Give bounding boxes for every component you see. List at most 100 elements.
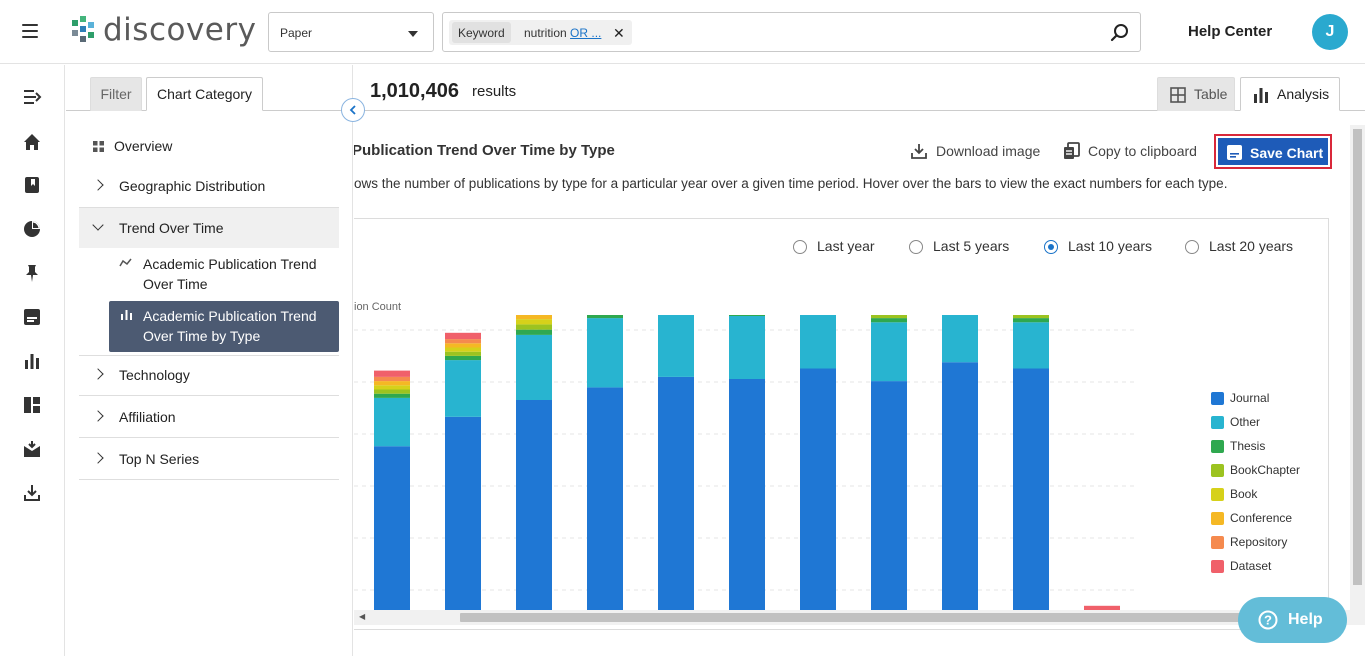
bar-segment-other[interactable]: [729, 316, 765, 379]
search-icon[interactable]: [1110, 23, 1130, 43]
bar-segment-dataset[interactable]: [374, 371, 410, 377]
nav-technology[interactable]: Technology: [79, 357, 339, 393]
bar-segment-conference[interactable]: [445, 343, 481, 347]
bar-segment-journal[interactable]: [374, 446, 410, 610]
inbox-icon[interactable]: [22, 439, 42, 459]
bookmark-icon[interactable]: [22, 175, 42, 195]
help-button[interactable]: ? Help: [1238, 597, 1347, 643]
bar-segment-journal[interactable]: [871, 381, 907, 610]
bar-segment-bookchapter[interactable]: [871, 315, 907, 318]
bar-segment-bookchapter[interactable]: [374, 390, 410, 394]
tab-chart-category[interactable]: Chart Category: [146, 77, 263, 111]
bar-segment-book[interactable]: [445, 348, 481, 352]
bar-segment-journal[interactable]: [445, 417, 481, 610]
bar-segment-other[interactable]: [871, 322, 907, 381]
bar-segment-other[interactable]: [374, 398, 410, 446]
bar-segment-other[interactable]: [516, 335, 552, 400]
nav-sub-publication-trend[interactable]: Academic Publication Trend Over Time: [109, 254, 339, 294]
radio-dot: [793, 240, 807, 254]
tab-table-label: Table: [1194, 86, 1227, 102]
bar-segment-thesis[interactable]: [516, 330, 552, 335]
nav-sub-publication-trend-by-type[interactable]: Academic Publication Trend Over Time by …: [109, 301, 339, 352]
bar-segment-journal[interactable]: [942, 362, 978, 610]
bar-segment-thesis[interactable]: [1013, 318, 1049, 322]
download-icon[interactable]: [22, 483, 42, 503]
bar-segment-other[interactable]: [658, 315, 694, 377]
bar-segment-journal[interactable]: [658, 377, 694, 610]
chevron-right-icon: [92, 179, 103, 190]
radio-last-5-label: Last 5 years: [933, 238, 1009, 254]
results-count: 1,010,406: [370, 80, 459, 103]
chip-more-link[interactable]: OR ...: [570, 26, 601, 40]
bar-segment-other[interactable]: [587, 318, 623, 387]
bar-segment-conference[interactable]: [516, 315, 552, 319]
home-icon[interactable]: [22, 132, 42, 152]
bar-segment-journal[interactable]: [729, 379, 765, 610]
pie-chart-icon[interactable]: [22, 219, 42, 239]
avatar[interactable]: J: [1312, 14, 1348, 50]
bar-segment-thesis[interactable]: [871, 318, 907, 322]
save-chart-button[interactable]: Save Chart: [1214, 134, 1332, 169]
nav-geographic-distribution[interactable]: Geographic Distribution: [79, 170, 339, 202]
search-input[interactable]: Keyword nutrition OR ... ✕: [442, 12, 1141, 52]
bar-segment-journal[interactable]: [516, 400, 552, 610]
tab-filter[interactable]: Filter: [90, 77, 142, 111]
nav-overview[interactable]: Overview: [79, 137, 339, 155]
nav-technology-label: Technology: [119, 367, 190, 383]
tab-analysis[interactable]: Analysis: [1240, 77, 1340, 111]
chevron-left-icon: [348, 105, 358, 115]
source-select[interactable]: Paper: [268, 12, 434, 52]
bar-segment-repository[interactable]: [445, 339, 481, 343]
bar-segment-bookchapter[interactable]: [445, 352, 481, 356]
save-icon[interactable]: [22, 307, 42, 327]
bar-segment-other[interactable]: [800, 315, 836, 369]
bar-segment-thesis[interactable]: [729, 315, 765, 316]
bar-segment-other[interactable]: [1013, 322, 1049, 368]
bar-segment-bookchapter[interactable]: [1013, 315, 1049, 318]
chevron-right-icon: [92, 410, 103, 421]
legend-label: Dataset: [1230, 559, 1271, 573]
bar-segment-bookchapter[interactable]: [516, 324, 552, 329]
help-center-link[interactable]: Help Center: [1188, 23, 1272, 40]
nav-trend-over-time[interactable]: Trend Over Time: [79, 208, 339, 248]
bar-segment-journal[interactable]: [1013, 369, 1049, 611]
horizontal-scrollbar[interactable]: ◀: [354, 610, 1365, 625]
vertical-scroll-thumb[interactable]: [1353, 129, 1362, 585]
legend-label: Journal: [1230, 391, 1269, 405]
icon-rail: [0, 65, 65, 656]
legend-swatch: [1211, 536, 1224, 549]
dashboard-icon[interactable]: [22, 395, 42, 415]
bar-segment-thesis[interactable]: [445, 356, 481, 360]
help-button-label: Help: [1288, 611, 1323, 629]
scroll-left-icon[interactable]: ◀: [359, 612, 365, 621]
vertical-scrollbar[interactable]: [1350, 125, 1365, 610]
collapse-panel-button[interactable]: [341, 98, 365, 122]
horizontal-scroll-thumb[interactable]: [460, 613, 1340, 622]
save-icon: [1227, 145, 1242, 160]
tab-analysis-label: Analysis: [1277, 86, 1329, 102]
source-select-value: Paper: [280, 26, 312, 40]
nav-top-n-series[interactable]: Top N Series: [79, 441, 339, 477]
bar-segment-thesis[interactable]: [587, 315, 623, 318]
tab-table[interactable]: Table: [1157, 77, 1235, 111]
bar-segment-dataset[interactable]: [445, 333, 481, 339]
menu-icon[interactable]: [22, 24, 38, 38]
bar-segment-book[interactable]: [516, 319, 552, 324]
bar-segment-journal[interactable]: [587, 387, 623, 610]
nav-trend-label: Trend Over Time: [119, 220, 224, 236]
bar-segment-other[interactable]: [445, 360, 481, 417]
close-icon[interactable]: ✕: [613, 25, 625, 42]
pin-icon[interactable]: [22, 263, 42, 283]
legend-swatch: [1211, 488, 1224, 501]
bar-segment-book[interactable]: [374, 385, 410, 389]
bar-chart-icon[interactable]: [22, 351, 42, 371]
bar-segment-other[interactable]: [942, 315, 978, 362]
nav-affiliation[interactable]: Affiliation: [79, 399, 339, 435]
expand-panel-icon[interactable]: [22, 87, 42, 107]
chart-title: Publication Trend Over Time by Type: [354, 142, 615, 159]
bar-segment-repository[interactable]: [374, 377, 410, 381]
bar-segment-conference[interactable]: [374, 381, 410, 385]
search-chip: Keyword nutrition OR ... ✕: [449, 20, 632, 45]
bar-segment-journal[interactable]: [800, 369, 836, 611]
bar-segment-thesis[interactable]: [374, 394, 410, 398]
